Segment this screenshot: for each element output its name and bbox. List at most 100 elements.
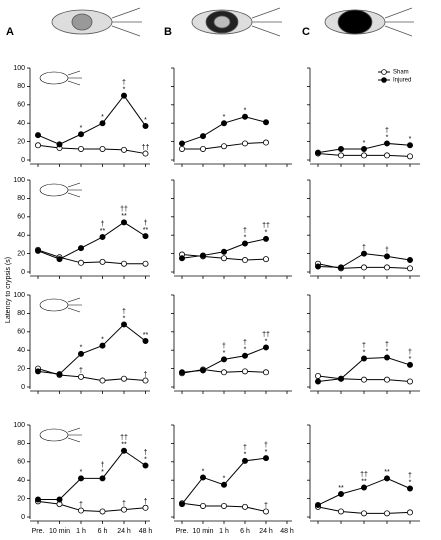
data-point [142,377,149,384]
significance-mark: * [80,345,83,352]
data-point [241,240,248,247]
squid-inset [39,70,82,86]
significance-mark: ** [121,442,127,449]
series-line [37,500,146,512]
significance-mark: † [144,499,148,506]
data-point [337,490,344,497]
data-point [99,475,106,482]
data-point [56,371,63,378]
data-point [56,256,63,263]
squid-inset [39,297,82,313]
data-point [56,141,63,148]
significance-mark: † [408,349,412,356]
y-tick-label: 60 [17,459,25,466]
significance-mark: ** [143,227,149,234]
significance-mark: † [243,445,247,452]
data-point [142,260,149,267]
y-tick-label: 20 [17,365,25,372]
y-tick-label: 100 [13,292,25,299]
legend-marker [381,77,387,83]
data-point [406,142,413,149]
data-point [199,145,206,152]
data-point [178,140,185,147]
data-point [199,133,206,140]
squid-inset [39,427,82,443]
significance-mark: * [144,456,147,463]
data-point [337,375,344,382]
data-point [121,375,128,382]
x-tick-label: Pre. [176,528,189,535]
series-line [37,323,146,375]
y-tick-label: 0 [21,269,25,276]
data-point [78,350,85,357]
data-point [241,257,248,264]
significance-mark: * [144,117,147,124]
data-point [220,120,227,127]
data-point [78,475,85,482]
data-point [241,352,248,359]
data-point [383,253,390,260]
significance-mark: † [264,442,268,449]
data-point [406,509,413,516]
data-point [35,142,42,149]
squid-arms [67,70,82,86]
significance-mark: † [243,340,247,347]
y-tick-label: 40 [17,232,25,239]
data-point [314,263,321,270]
squid-arms [67,427,82,443]
data-point [383,152,390,159]
data-point [241,140,248,147]
x-tick-label: 6 h [98,528,108,535]
data-point [406,257,413,264]
significance-mark: * [244,452,247,459]
data-point [262,235,269,242]
data-point [383,510,390,517]
data-point [241,113,248,120]
data-point [241,503,248,510]
significance-mark: * [80,125,83,132]
data-point [35,132,42,139]
data-point [383,354,390,361]
significance-mark: † [122,308,126,315]
data-point [337,264,344,271]
squid-body [39,298,69,312]
significance-mark: * [265,230,268,237]
significance-mark: * [202,468,205,475]
data-point [121,92,128,99]
data-point [262,119,269,126]
series-line [38,450,146,501]
y-tick-label: 0 [21,514,25,521]
significance-mark: † [101,221,105,228]
y-tick-label: 100 [13,177,25,184]
significance-mark: * [409,136,412,143]
series-line [37,249,146,265]
data-point [99,258,106,265]
series-line [37,144,146,155]
significance-mark: † [144,220,148,227]
data-point [383,376,390,383]
x-tick-label: 48 h [139,528,153,535]
data-point [337,145,344,152]
y-tick-label: 80 [17,310,25,317]
data-point [314,378,321,385]
data-point [56,496,63,503]
data-point [142,233,149,240]
significance-mark: † [144,449,148,456]
x-tick-label: 24 h [259,528,273,535]
significance-mark: ** [100,228,106,235]
data-point [406,485,413,492]
significance-mark: †† [262,331,270,338]
data-point [99,120,106,127]
y-tick-label: 40 [17,347,25,354]
data-point [142,504,149,511]
data-point [383,140,390,147]
significance-mark: * [244,234,247,241]
legend-marker [381,69,387,75]
data-point [262,369,269,376]
x-tick-label: 6 h [240,528,250,535]
significance-mark: * [386,134,389,141]
data-point [262,139,269,146]
data-point [314,149,321,156]
significance-mark: * [265,338,268,345]
data-point [121,321,128,328]
